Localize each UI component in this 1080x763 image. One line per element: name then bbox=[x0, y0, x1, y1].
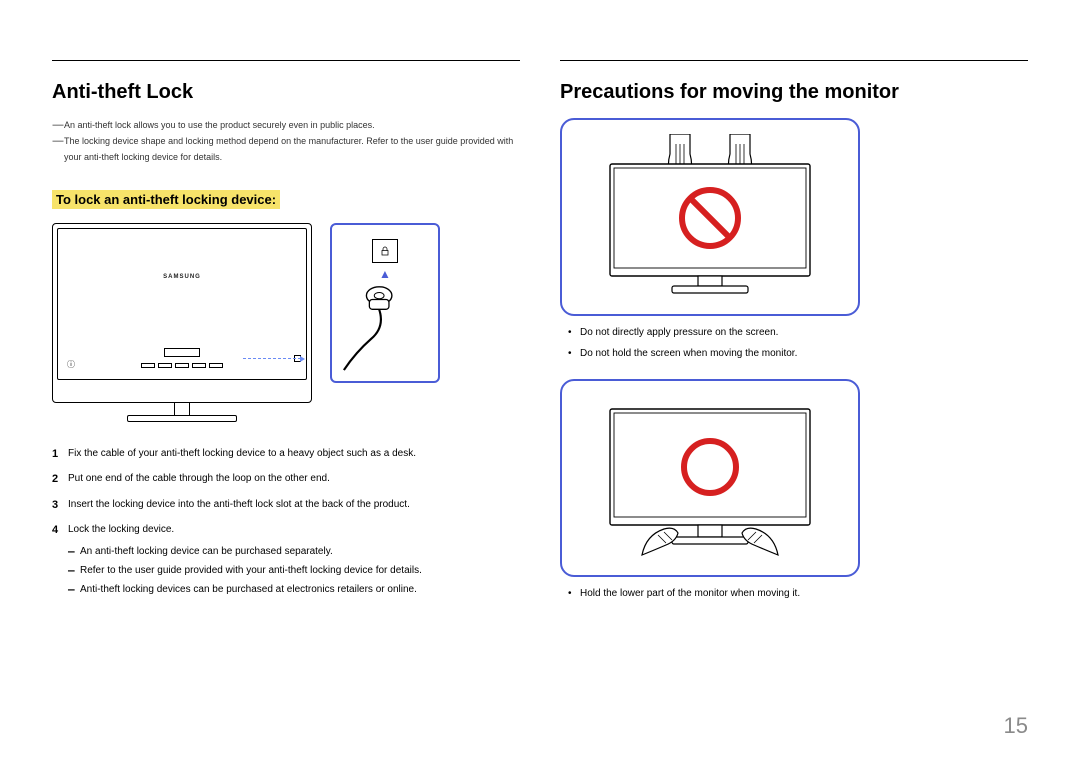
sub-bullet-text: Refer to the user guide provided with yo… bbox=[80, 563, 422, 579]
step-text: Fix the cable of your anti-theft locking… bbox=[68, 446, 520, 463]
fig1-bullets: Do not directly apply pressure on the sc… bbox=[568, 326, 1028, 361]
step-item: Put one end of the cable through the loo… bbox=[52, 471, 520, 488]
correct-handling-icon bbox=[580, 395, 840, 565]
sub-bullet-list: ‒An anti-theft locking device can be pur… bbox=[68, 544, 520, 598]
bullet-text: Do not directly apply pressure on the sc… bbox=[568, 326, 1028, 340]
wrong-handling-icon bbox=[580, 134, 840, 304]
em-dash-icon: ― bbox=[52, 134, 64, 165]
step-item: Lock the locking device. ‒An anti-theft … bbox=[52, 522, 520, 601]
step-text: Insert the locking device into the anti-… bbox=[68, 497, 520, 514]
step-text: Lock the locking device. bbox=[68, 524, 174, 535]
dashed-arrow-icon bbox=[243, 358, 301, 359]
precaution-figure-wrong bbox=[560, 118, 860, 316]
step-item: Insert the locking device into the anti-… bbox=[52, 497, 520, 514]
page-number: 15 bbox=[1004, 713, 1028, 739]
intro-text: The locking device shape and locking met… bbox=[64, 134, 520, 165]
dash-icon: ‒ bbox=[68, 582, 80, 598]
intro-text: An anti-theft lock allows you to use the… bbox=[64, 118, 520, 133]
subheading-highlight: To lock an anti-theft locking device: bbox=[52, 190, 280, 209]
right-column: Precautions for moving the monitor bbox=[560, 60, 1028, 619]
columns: Anti-theft Lock ― An anti-theft lock all… bbox=[52, 60, 1028, 619]
info-mark-icon: ⓘ bbox=[67, 359, 75, 370]
right-heading: Precautions for moving the monitor bbox=[560, 81, 1028, 104]
sub-bullet: ‒Refer to the user guide provided with y… bbox=[68, 563, 520, 579]
page: Anti-theft Lock ― An anti-theft lock all… bbox=[0, 0, 1080, 763]
intro-line: ― An anti-theft lock allows you to use t… bbox=[52, 118, 520, 133]
sub-bullet: ‒Anti-theft locking devices can be purch… bbox=[68, 582, 520, 598]
diagram-row: SAMSUNG ⓘ bbox=[52, 223, 520, 422]
dash-icon: ‒ bbox=[68, 544, 80, 560]
monitor-back-diagram: SAMSUNG ⓘ bbox=[52, 223, 312, 422]
fig2-bullets: Hold the lower part of the monitor when … bbox=[568, 587, 1028, 601]
monitor-logo: SAMSUNG bbox=[163, 274, 201, 280]
bullet-text: Do not hold the screen when moving the m… bbox=[568, 347, 1028, 361]
port-row bbox=[141, 363, 223, 368]
dash-icon: ‒ bbox=[68, 563, 80, 579]
intro-line: ― The locking device shape and locking m… bbox=[52, 134, 520, 165]
sub-bullet-text: Anti-theft locking devices can be purcha… bbox=[80, 582, 417, 598]
padlock-icon bbox=[379, 245, 391, 257]
bullet-text: Hold the lower part of the monitor when … bbox=[568, 587, 1028, 601]
left-column: Anti-theft Lock ― An anti-theft lock all… bbox=[52, 60, 520, 619]
sub-bullet-text: An anti-theft locking device can be purc… bbox=[80, 544, 333, 560]
precaution-figure-correct bbox=[560, 379, 860, 577]
intro-block: ― An anti-theft lock allows you to use t… bbox=[52, 118, 520, 165]
step-item: Fix the cable of your anti-theft locking… bbox=[52, 446, 520, 463]
lock-slot-close-icon bbox=[372, 239, 398, 263]
step-text: Put one end of the cable through the loo… bbox=[68, 471, 520, 488]
left-heading: Anti-theft Lock bbox=[52, 81, 520, 104]
em-dash-icon: ― bbox=[52, 118, 64, 133]
sub-bullet: ‒An anti-theft locking device can be pur… bbox=[68, 544, 520, 560]
lock-inset-diagram: ▲ bbox=[330, 223, 440, 383]
steps-list: Fix the cable of your anti-theft locking… bbox=[52, 446, 520, 602]
lock-cable-icon bbox=[338, 275, 436, 375]
